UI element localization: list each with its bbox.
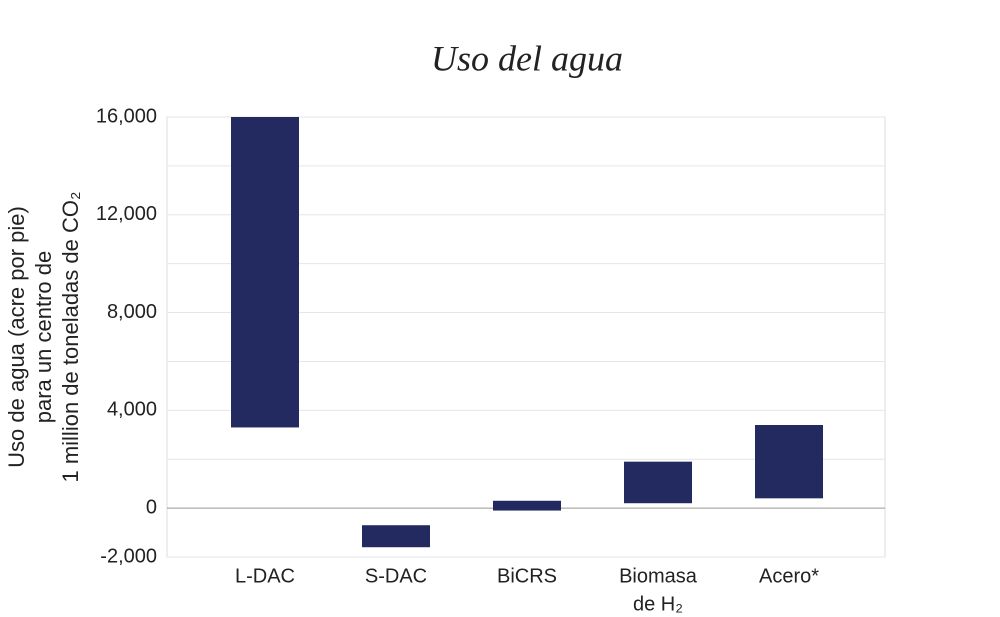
y-axis-label: Uso de agua (acre por pie) bbox=[4, 206, 29, 468]
y-tick-label: 4,000 bbox=[107, 399, 157, 421]
y-tick-label: 8,000 bbox=[107, 301, 157, 323]
bar bbox=[362, 525, 430, 548]
chart-title: Uso del agua bbox=[431, 38, 623, 78]
bar bbox=[624, 461, 692, 504]
x-tick-label: BiCRS bbox=[497, 565, 557, 587]
bar bbox=[493, 500, 561, 511]
y-tick-label: 12,000 bbox=[96, 203, 157, 225]
x-tick-label: L-DAC bbox=[235, 565, 295, 587]
bar bbox=[231, 117, 299, 428]
x-tick-label: Acero* bbox=[759, 565, 819, 587]
x-tick-label: S-DAC bbox=[365, 565, 427, 587]
y-tick-label: 0 bbox=[146, 496, 157, 518]
x-tick-label: de H₂ bbox=[633, 593, 683, 615]
y-axis-label: para un centro de bbox=[31, 251, 56, 423]
x-tick-label: Biomasa bbox=[619, 565, 698, 587]
y-tick-label: -2,000 bbox=[100, 545, 157, 567]
y-tick-label: 16,000 bbox=[96, 105, 157, 127]
bar bbox=[755, 425, 823, 499]
y-axis-label: 1 million de toneladas de CO₂ bbox=[58, 191, 83, 482]
